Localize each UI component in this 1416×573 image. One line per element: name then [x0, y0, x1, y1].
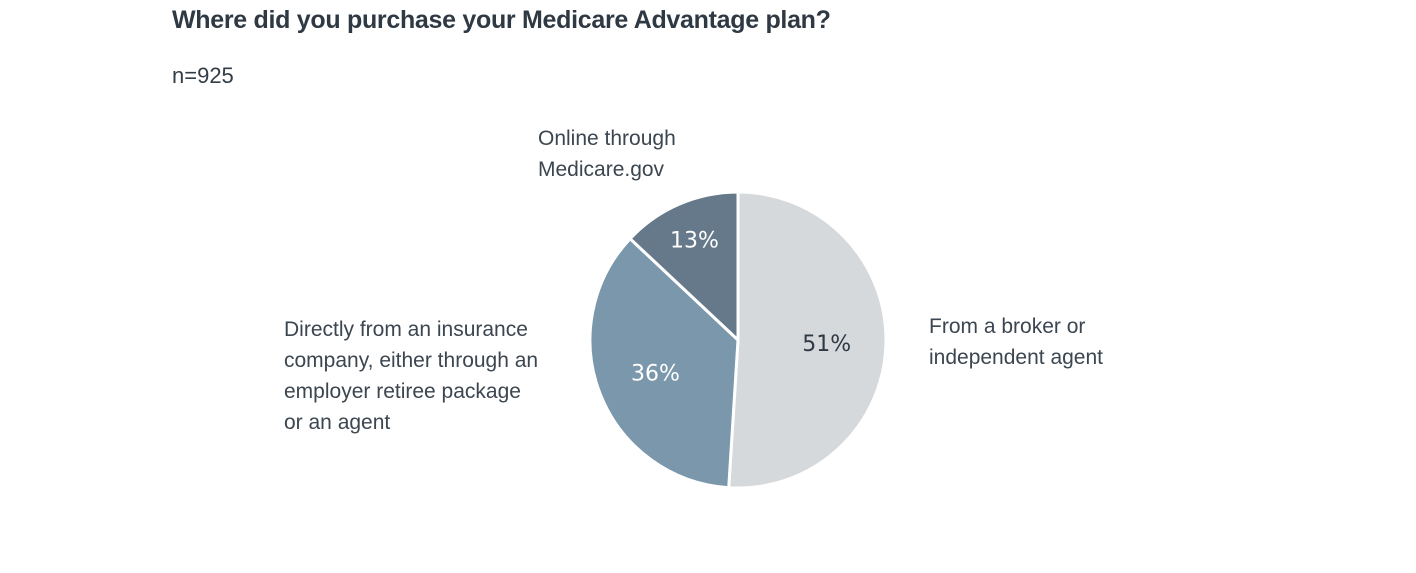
slice-value-label: 13%	[670, 228, 719, 253]
label-medicare-gov: Online through Medicare.gov	[538, 127, 676, 181]
pie-slice	[588, 236, 740, 490]
sample-size: n=925	[172, 63, 234, 88]
slice-value-label: 36%	[631, 362, 680, 387]
label-broker: From a broker or independent agent	[929, 315, 1103, 369]
pie-slice	[727, 190, 888, 490]
label-insurance-company: Directly from an insurance company, eith…	[284, 318, 539, 434]
slice-value-label: 51%	[802, 332, 851, 357]
chart-title: Where did you purchase your Medicare Adv…	[172, 6, 831, 34]
pie-slice	[627, 190, 740, 344]
